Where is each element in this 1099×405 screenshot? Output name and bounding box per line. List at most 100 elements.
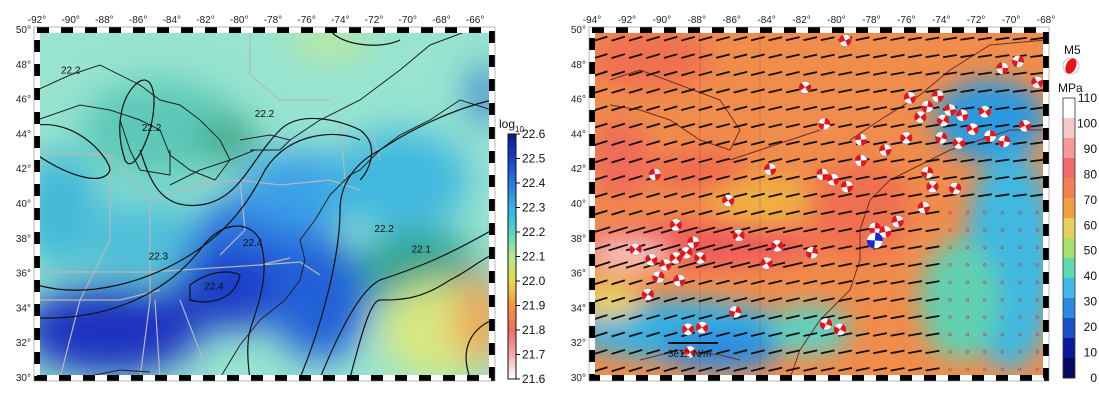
stress-vector	[803, 192, 818, 198]
colorbar-tick-label: 90	[1084, 142, 1098, 156]
stress-point	[1035, 332, 1039, 337]
lon-tick-label: -90°	[61, 15, 79, 26]
stress-point	[1018, 332, 1022, 337]
stress-vector	[855, 297, 870, 302]
colorbar-tick-label: 22.4	[522, 176, 546, 190]
stress-vector	[838, 53, 853, 59]
stress-vector	[890, 349, 905, 355]
stress-vector	[663, 209, 678, 216]
stress-vector	[733, 192, 748, 198]
left-map-field: 22.2 22.2 22.2 22.3 22.4 22.4 22.2 22.1	[37, 30, 492, 378]
focal-mechanism	[659, 258, 672, 272]
stress-vector	[907, 36, 923, 41]
stress-point	[965, 298, 970, 302]
stress-vector	[715, 157, 730, 164]
stress-vector	[785, 88, 800, 94]
stress-vector	[873, 193, 888, 198]
stress-vector	[715, 314, 730, 320]
stress-vector	[628, 366, 643, 373]
stress-vector	[628, 53, 643, 59]
focal-mechanism	[936, 114, 950, 127]
stress-vector	[646, 140, 661, 146]
stress-vector	[873, 349, 888, 355]
stress-point	[1018, 263, 1022, 267]
lat-tick-label: 30°	[16, 373, 31, 384]
focal-mechanism	[914, 110, 927, 124]
stress-vector	[873, 367, 888, 372]
stress-vector	[873, 71, 888, 76]
colorbar-tick-label: 30	[1084, 295, 1098, 309]
stress-vector	[820, 366, 835, 372]
stress-vector	[855, 349, 870, 355]
stress-vector	[820, 192, 835, 198]
stress-vector	[733, 210, 748, 216]
focal-mechanism	[996, 62, 1009, 75]
lat-tick-label: 46°	[16, 95, 31, 106]
stress-vector	[977, 123, 992, 128]
stress-vector	[715, 140, 730, 146]
stress-point	[1000, 211, 1004, 215]
stress-vector	[890, 262, 905, 268]
stress-vector	[768, 349, 783, 355]
stress-vector	[907, 140, 923, 146]
focal-mechanism	[854, 133, 868, 146]
lat-tick-label: 30°	[571, 373, 586, 384]
contour-label: 22.2	[142, 123, 162, 134]
stress-vector	[1030, 193, 1045, 198]
focal-mechanism	[949, 182, 962, 195]
stress-vector	[907, 332, 923, 337]
focal-mechanism	[983, 129, 997, 143]
stress-point	[1035, 245, 1039, 250]
lon-tick-label: -84°	[757, 15, 775, 26]
stress-vector	[1012, 89, 1027, 93]
stress-vector	[838, 123, 853, 129]
stress-vector	[890, 314, 905, 320]
stress-vector	[646, 157, 661, 164]
stress-vector	[733, 366, 748, 372]
stress-vector	[646, 105, 661, 112]
stress-vector	[663, 105, 678, 112]
stress-vector	[995, 158, 1010, 163]
colorbar-tick-label: 22.5	[522, 152, 546, 166]
stress-vector	[785, 158, 800, 163]
stress-vector	[820, 158, 835, 163]
colorbar-tick-label: 22.6	[522, 127, 546, 141]
stress-vector	[646, 35, 661, 42]
contour-label: 22.2	[255, 109, 275, 120]
stress-vector	[593, 314, 608, 321]
stress-vector	[628, 331, 643, 338]
stress-vector	[942, 158, 958, 163]
left-axis-ticks: -92° -90° -88° -86° -84° -82° -80° -78° -76° -74°…	[16, 15, 484, 384]
focal-mechanism	[629, 243, 642, 256]
focal-mechanism	[854, 154, 868, 167]
stress-vector	[890, 297, 905, 302]
lat-tick-label: 42°	[571, 164, 586, 175]
lon-tick-label: -88°	[688, 15, 706, 26]
stress-vector	[768, 140, 783, 146]
focal-mechanism	[673, 274, 686, 287]
stress-vector	[698, 105, 713, 111]
stress-vector	[907, 71, 923, 76]
stress-vector	[1012, 141, 1027, 145]
stress-vector	[698, 366, 713, 372]
stress-vector	[733, 279, 748, 285]
stress-vector	[715, 192, 730, 198]
stress-vector	[855, 367, 870, 372]
stress-vector	[768, 71, 783, 76]
stress-vector	[925, 332, 940, 337]
stress-point	[1018, 298, 1022, 302]
stress-point	[965, 280, 970, 284]
stress-vector	[785, 297, 800, 303]
stress-vector	[995, 123, 1010, 128]
stress-point	[1035, 350, 1039, 354]
stress-vector	[838, 332, 853, 337]
stress-point	[1000, 298, 1004, 302]
stress-vector	[750, 88, 765, 94]
stress-vector	[977, 88, 992, 93]
stress-vector	[925, 123, 940, 128]
stress-vector	[855, 280, 870, 285]
stress-vector	[750, 175, 765, 181]
stress-vector	[593, 174, 608, 181]
stress-vector	[768, 279, 783, 285]
stress-vector	[611, 140, 626, 147]
